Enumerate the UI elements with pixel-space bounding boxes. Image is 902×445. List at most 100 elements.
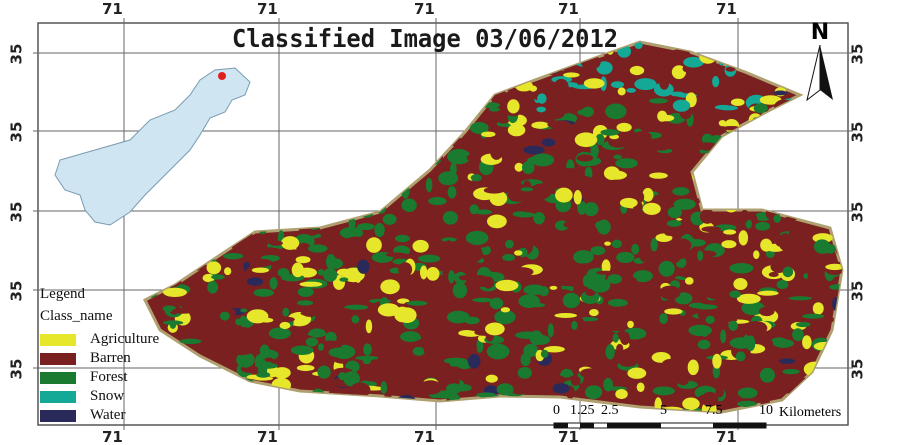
class-patch — [252, 376, 274, 381]
class-patch — [711, 153, 721, 162]
class-patch — [714, 104, 733, 110]
class-patch — [583, 78, 605, 89]
class-patch — [533, 211, 545, 225]
class-patch — [801, 122, 811, 134]
class-patch — [381, 169, 395, 183]
class-patch — [671, 65, 687, 80]
class-patch — [176, 354, 194, 368]
class-patch — [802, 335, 812, 350]
class-patch — [399, 135, 409, 141]
longitude-label: 71 — [716, 428, 737, 445]
class-patch — [611, 239, 623, 249]
class-patch — [293, 135, 301, 142]
class-patch — [307, 331, 327, 337]
class-patch — [768, 136, 776, 152]
latitude-label: 35 — [848, 121, 867, 143]
class-patch — [584, 385, 603, 400]
class-patch — [755, 193, 764, 209]
class-patch — [748, 113, 762, 127]
class-patch — [446, 310, 470, 324]
class-patch — [596, 61, 613, 75]
class-patch — [272, 208, 293, 219]
class-patch — [826, 317, 842, 322]
legend-label: Snow — [90, 388, 125, 404]
class-patch — [469, 245, 483, 262]
class-patch — [374, 367, 387, 372]
class-patch — [573, 190, 582, 205]
class-patch — [520, 352, 531, 367]
class-patch — [309, 161, 318, 175]
class-patch — [723, 229, 737, 235]
class-patch — [771, 344, 786, 358]
class-patch — [401, 92, 412, 100]
class-patch — [562, 228, 579, 243]
class-patch — [760, 296, 775, 303]
class-patch — [328, 347, 351, 358]
class-patch — [213, 217, 229, 230]
class-patch — [360, 52, 384, 63]
class-patch — [347, 100, 362, 117]
class-patch — [552, 383, 570, 394]
class-patch — [237, 215, 253, 222]
class-patch — [735, 351, 746, 362]
class-patch — [682, 397, 700, 410]
class-patch — [401, 375, 424, 385]
class-patch — [301, 153, 309, 163]
class-patch — [728, 320, 738, 331]
class-patch — [180, 404, 192, 412]
class-patch — [636, 331, 643, 336]
class-patch — [439, 252, 447, 262]
class-patch — [393, 121, 417, 129]
class-patch — [670, 91, 685, 97]
class-patch — [357, 71, 375, 81]
class-patch — [343, 371, 360, 387]
class-patch — [512, 211, 529, 217]
class-patch — [480, 102, 501, 109]
class-patch — [729, 290, 741, 298]
class-patch — [313, 164, 323, 171]
class-patch — [402, 71, 423, 86]
class-patch — [583, 202, 599, 217]
class-patch — [253, 288, 274, 297]
class-patch — [712, 75, 720, 88]
class-patch — [589, 309, 599, 317]
class-patch — [423, 340, 434, 356]
class-patch — [791, 110, 814, 120]
class-patch — [523, 145, 545, 155]
class-patch — [509, 334, 517, 344]
class-patch — [800, 157, 817, 170]
class-patch — [281, 236, 300, 250]
class-patch — [243, 207, 267, 214]
class-patch — [189, 400, 213, 409]
class-patch — [296, 364, 315, 372]
class-patch — [294, 189, 311, 203]
class-patch — [292, 60, 310, 76]
class-patch — [414, 52, 423, 67]
class-patch — [514, 250, 523, 256]
class-patch — [683, 56, 704, 68]
class-patch — [649, 172, 668, 179]
class-patch — [443, 240, 454, 254]
class-patch — [285, 159, 296, 167]
class-patch — [809, 380, 827, 393]
class-patch — [293, 202, 310, 212]
class-patch — [259, 362, 278, 369]
class-patch — [559, 352, 577, 358]
class-patch — [172, 307, 195, 314]
class-patch — [506, 62, 525, 70]
latitude-label: 35 — [848, 201, 867, 223]
class-patch — [281, 126, 294, 139]
class-patch — [281, 106, 297, 119]
class-patch — [252, 56, 276, 62]
class-patch — [154, 60, 177, 76]
class-patch — [370, 143, 390, 156]
class-patch — [191, 167, 202, 176]
class-patch — [421, 103, 446, 114]
class-patch — [382, 333, 401, 347]
class-patch — [772, 339, 795, 348]
class-patch — [178, 378, 198, 387]
class-patch — [412, 239, 429, 253]
class-patch — [773, 90, 788, 96]
class-patch — [827, 192, 842, 207]
